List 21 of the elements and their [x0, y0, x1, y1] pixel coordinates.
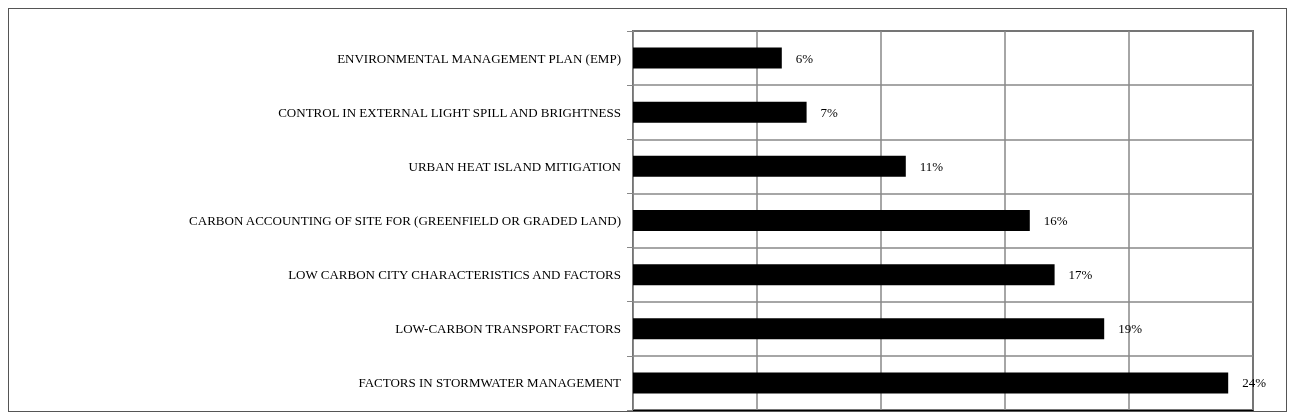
data-label: 17% — [1068, 267, 1093, 283]
data-label: 24% — [1242, 375, 1267, 391]
y-tick-label: CONTROL IN EXTERNAL LIGHT SPILL AND BRIGHTNESS — [278, 104, 621, 120]
y-tick-label: CARBON ACCOUNTING OF SITE FOR (GREENFIELD OR GRADED LAND) — [189, 213, 621, 228]
bar — [633, 318, 1105, 340]
data-label: 16% — [1043, 213, 1068, 228]
bar — [633, 210, 1030, 231]
bar — [633, 372, 1229, 394]
bar — [633, 264, 1055, 286]
data-label: 19% — [1118, 321, 1143, 337]
y-tick-label: FACTORS IN STORMWATER MANAGEMENT — [358, 375, 622, 391]
y-tick-label: LOW CARBON CITY CHARACTERISTICS AND FACTORS — [288, 267, 621, 283]
y-tick-label: ENVIRONMENTAL MANAGEMENT PLAN (EMP) — [337, 50, 621, 66]
bar — [633, 101, 807, 123]
bar — [633, 47, 782, 69]
y-tick-label: URBAN HEAT ISLAND MITIGATION — [408, 158, 622, 174]
y-tick-label: LOW-CARBON TRANSPORT FACTORS — [395, 321, 621, 337]
bar — [633, 155, 906, 177]
data-label: 7% — [820, 104, 839, 120]
data-label: 11% — [919, 158, 944, 174]
data-label: 6% — [795, 50, 814, 66]
